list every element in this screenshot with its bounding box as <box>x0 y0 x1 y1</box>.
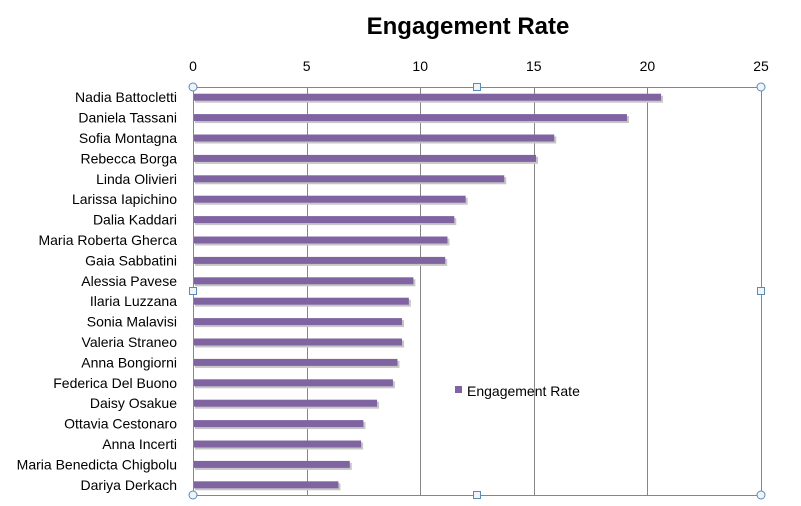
legend-swatch <box>455 386 462 393</box>
chart-title: Engagement Rate <box>367 13 570 40</box>
corner-resize-handle-1[interactable] <box>756 82 766 92</box>
category-labels: Nadia Battocletti Daniela Tassani Sofia Mo… <box>17 89 178 493</box>
corner-resize-handle-3[interactable] <box>756 490 766 500</box>
category-label-maria-roberta-gherca: Maria Roberta Gherca <box>38 232 177 248</box>
bar-ottavia-cestonaro <box>193 420 364 428</box>
category-label-daisy-osakue: Daisy Osakue <box>90 395 177 411</box>
x-tick-label-20: 20 <box>640 58 656 74</box>
category-label-alessia-pavese: Alessia Pavese <box>81 273 177 289</box>
category-label-dalia-kaddari: Dalia Kaddari <box>93 212 177 228</box>
bar-sofia-montagna <box>193 134 555 142</box>
edge-resize-handle-0[interactable] <box>473 83 481 91</box>
category-label-gaia-sabbatini: Gaia Sabbatini <box>85 252 177 268</box>
category-label-maria-benedicta-chigbolu: Maria Benedicta Chigbolu <box>17 456 177 472</box>
edge-resize-handle-2[interactable] <box>189 287 197 295</box>
edge-resize-handle-1[interactable] <box>473 491 481 499</box>
edge-resize-handle-3[interactable] <box>757 287 765 295</box>
bar-sonia-malavisi <box>193 318 403 326</box>
corner-resize-handle-2[interactable] <box>188 490 198 500</box>
x-tick-label-15: 15 <box>526 58 542 74</box>
bar-alessia-pavese <box>193 277 414 285</box>
category-label-valeria-straneo: Valeria Straneo <box>82 334 178 350</box>
bar-ilaria-luzzana <box>193 297 409 305</box>
category-label-ilaria-luzzana: Ilaria Luzzana <box>90 293 177 309</box>
category-label-federica-del-buono: Federica Del Buono <box>53 375 177 391</box>
bar-maria-roberta-gherca <box>193 236 448 244</box>
bar-dalia-kaddari <box>193 216 455 224</box>
bar-nadia-battocletti <box>193 93 662 101</box>
x-tick-label-0: 0 <box>189 58 197 74</box>
bars <box>193 93 664 491</box>
x-tick-label-25: 25 <box>753 58 769 74</box>
legend: Engagement Rate <box>455 383 580 399</box>
category-label-anna-bongiorni: Anna Bongiorni <box>81 354 177 370</box>
bar-linda-olivieri <box>193 175 505 183</box>
category-label-sofia-montagna: Sofia Montagna <box>79 130 177 146</box>
category-label-dariya-derkach: Dariya Derkach <box>81 477 177 493</box>
category-label-anna-incerti: Anna Incerti <box>102 436 177 452</box>
plot-area-border <box>193 87 762 496</box>
grid-lines <box>307 87 648 495</box>
bar-daniela-tassani <box>193 114 627 122</box>
bar-dariya-derkach <box>193 481 339 489</box>
category-label-ottavia-cestonaro: Ottavia Cestonaro <box>64 416 177 432</box>
legend-entry-engagement-rate: Engagement Rate <box>467 383 580 399</box>
x-tick-label-5: 5 <box>303 58 311 74</box>
bar-federica-del-buono <box>193 379 393 387</box>
bar-larissa-iapichino <box>193 195 466 203</box>
x-axis-ticks: 0 5 10 15 20 25 <box>189 58 769 74</box>
category-label-sonia-malavisi: Sonia Malavisi <box>87 314 177 330</box>
category-label-larissa-iapichino: Larissa Iapichino <box>72 191 177 207</box>
x-tick-label-10: 10 <box>412 58 428 74</box>
category-label-daniela-tassani: Daniela Tassani <box>78 110 177 126</box>
category-label-linda-olivieri: Linda Olivieri <box>96 171 177 187</box>
bar-daisy-osakue <box>193 399 378 407</box>
bar-anna-bongiorni <box>193 358 398 366</box>
bar-valeria-straneo <box>193 338 403 346</box>
bar-rebecca-borga <box>193 154 537 162</box>
bar-gaia-sabbatini <box>193 256 446 264</box>
category-label-rebecca-borga: Rebecca Borga <box>80 150 177 166</box>
bar-anna-incerti <box>193 440 362 448</box>
bar-maria-benedicta-chigbolu <box>193 460 350 468</box>
plot-area-frame[interactable] <box>188 82 766 500</box>
category-label-nadia-battocletti: Nadia Battocletti <box>75 89 177 105</box>
corner-resize-handle-0[interactable] <box>188 82 198 92</box>
